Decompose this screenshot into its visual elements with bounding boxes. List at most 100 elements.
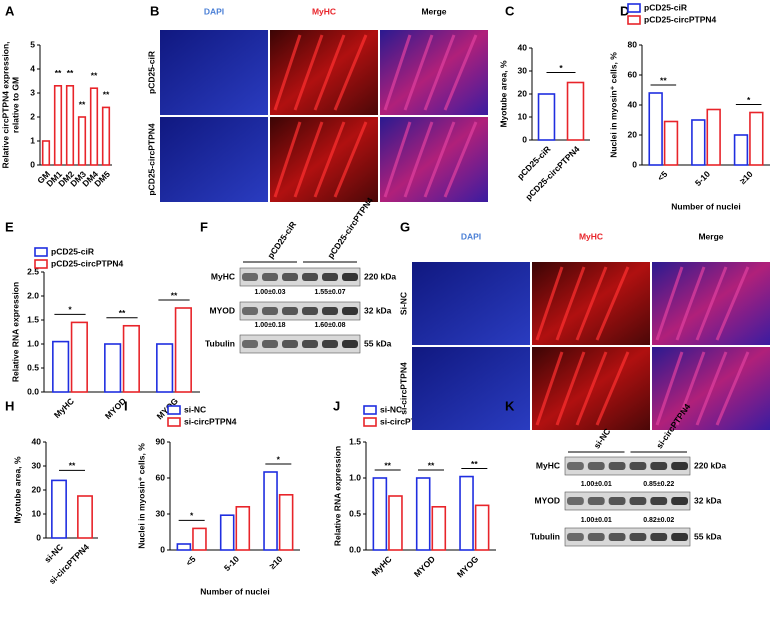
myotube bbox=[695, 351, 728, 426]
size-label: 220 kDa bbox=[694, 460, 726, 470]
bar bbox=[77, 116, 87, 166]
blot-band bbox=[650, 533, 668, 541]
x-axis-label: Number of nuclei bbox=[671, 201, 740, 211]
bar bbox=[176, 543, 192, 551]
myotube bbox=[575, 351, 608, 426]
blot-band bbox=[262, 340, 278, 348]
significance: ** bbox=[171, 290, 178, 300]
y-tick-label: 30 bbox=[32, 460, 42, 470]
band-ratio: 1.00±0.01 bbox=[581, 481, 612, 488]
myotube bbox=[695, 266, 728, 341]
x-tick-label: si-NC bbox=[42, 542, 65, 565]
myotube bbox=[313, 34, 346, 111]
protein-label: Tubulin bbox=[205, 338, 235, 348]
x-tick-label: <5 bbox=[655, 169, 669, 183]
blot-band bbox=[262, 307, 278, 315]
blot-band bbox=[302, 340, 318, 348]
blot-band bbox=[282, 340, 298, 348]
bar bbox=[663, 120, 679, 166]
blot-frame bbox=[239, 301, 361, 321]
myotube bbox=[535, 266, 564, 341]
legend-swatch bbox=[34, 259, 48, 269]
legend-label: si-NC bbox=[184, 404, 206, 414]
bar bbox=[70, 321, 88, 393]
y-axis-label: Myotube area, % bbox=[12, 456, 22, 524]
blot-band bbox=[587, 462, 605, 470]
x-tick-label: MyHC bbox=[52, 396, 76, 420]
y-tick-label: 2 bbox=[30, 111, 35, 121]
bar bbox=[89, 87, 99, 166]
lane-label: pCD25-ciR bbox=[265, 219, 298, 260]
myotube bbox=[383, 121, 412, 198]
x-tick-label: ≥10 bbox=[267, 554, 284, 571]
myotube bbox=[555, 266, 586, 341]
myotube bbox=[443, 34, 478, 111]
blot-band bbox=[322, 307, 338, 315]
blot-band bbox=[671, 462, 688, 470]
significance: ** bbox=[428, 460, 435, 470]
legend-label: si-circPTPN4 bbox=[184, 416, 237, 426]
y-tick-label: 2.0 bbox=[27, 290, 39, 300]
y-tick-label: 20 bbox=[32, 484, 42, 494]
panel-letter: B bbox=[150, 3, 159, 18]
significance: ** bbox=[67, 68, 74, 78]
myotube bbox=[383, 34, 412, 111]
column-header: DAPI bbox=[204, 6, 224, 16]
bar bbox=[52, 340, 70, 393]
bar bbox=[192, 527, 207, 551]
myotube bbox=[313, 121, 346, 198]
blot-band bbox=[322, 340, 338, 348]
blot-frame bbox=[239, 267, 361, 287]
bar bbox=[566, 81, 585, 141]
micrograph bbox=[160, 30, 268, 115]
column-header: Merge bbox=[698, 231, 723, 241]
myotube bbox=[293, 121, 324, 198]
band-ratio: 1.00±0.01 bbox=[581, 517, 612, 524]
bar bbox=[77, 495, 93, 539]
legend-swatch bbox=[34, 247, 48, 257]
size-label: 220 kDa bbox=[364, 271, 396, 281]
panel-letter: F bbox=[200, 219, 208, 234]
y-tick-label: 60 bbox=[628, 69, 638, 79]
myotube bbox=[675, 266, 706, 341]
myotube bbox=[423, 121, 456, 198]
y-tick-label: 5 bbox=[30, 39, 35, 49]
legend-label: si-circPTPN4 bbox=[380, 416, 433, 426]
row-label: Si-NC bbox=[398, 292, 408, 315]
y-tick-label: 80 bbox=[628, 39, 638, 49]
bar bbox=[104, 343, 122, 393]
blot-band bbox=[342, 340, 358, 348]
blot-band bbox=[629, 497, 647, 505]
bar bbox=[691, 119, 706, 166]
bar bbox=[415, 477, 431, 551]
blot-band bbox=[242, 273, 258, 281]
bar bbox=[459, 475, 474, 551]
x-tick-label: 5-10 bbox=[693, 169, 712, 188]
bar bbox=[278, 493, 294, 551]
bar bbox=[648, 92, 663, 166]
panel-letter: A bbox=[5, 3, 15, 18]
blot-band bbox=[282, 307, 298, 315]
myotube bbox=[273, 121, 302, 198]
y-tick-label: 1.0 bbox=[27, 338, 39, 348]
bar bbox=[474, 504, 490, 551]
y-tick-label: 3 bbox=[30, 87, 35, 97]
bar bbox=[372, 477, 388, 551]
blot-band bbox=[567, 533, 584, 541]
myotube bbox=[535, 351, 564, 426]
legend-swatch bbox=[627, 15, 641, 25]
y-tick-label: 20 bbox=[628, 129, 638, 139]
blot-frame bbox=[564, 456, 691, 476]
row-label: pCD25-circPTPN4 bbox=[146, 123, 156, 196]
x-tick-label: ≥10 bbox=[738, 169, 755, 186]
column-header: Merge bbox=[421, 6, 446, 16]
y-tick-label: 20 bbox=[518, 88, 528, 98]
blot-band bbox=[242, 307, 258, 315]
blot-band bbox=[629, 462, 647, 470]
y-tick-label: 4 bbox=[30, 63, 35, 73]
bar bbox=[101, 106, 111, 166]
panel-letter: I bbox=[124, 398, 128, 413]
y-tick-label: 1.0 bbox=[349, 472, 361, 482]
x-tick-label: MYOG bbox=[455, 554, 481, 580]
